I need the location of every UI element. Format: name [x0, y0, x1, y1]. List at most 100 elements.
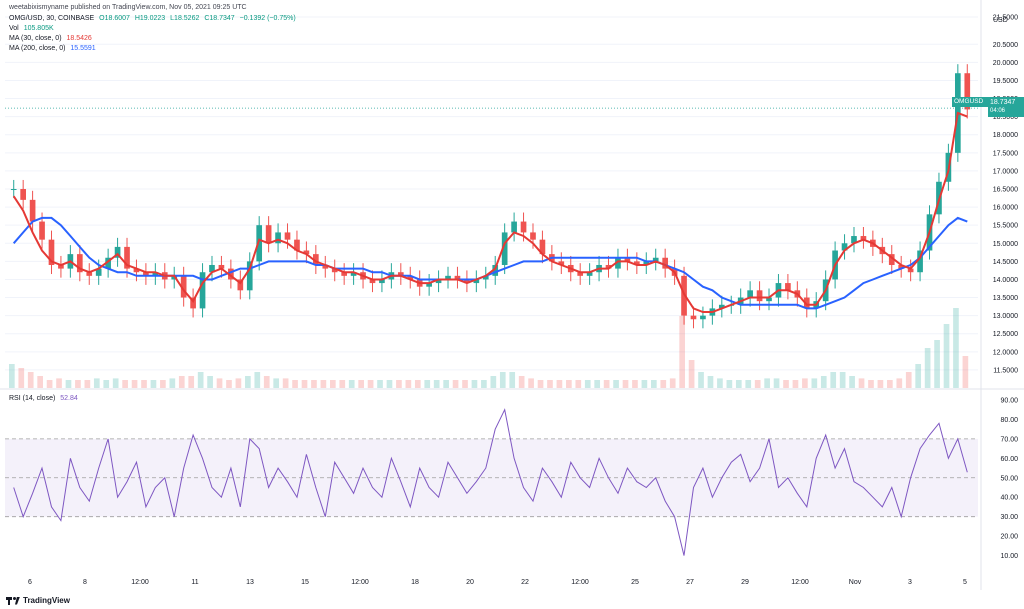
volume-bar: [962, 356, 969, 388]
candle-body: [747, 290, 753, 298]
volume-legend[interactable]: Vol 105.805K: [9, 23, 57, 34]
volume-bar: [688, 360, 695, 388]
volume-bar: [188, 376, 195, 388]
volume-bar: [660, 380, 667, 388]
candle-body: [624, 257, 631, 262]
volume-bar: [820, 376, 827, 388]
volume-bar: [735, 380, 742, 388]
rsi-tick-label: 30.00: [1000, 514, 1018, 521]
x-tick-label: 13: [246, 579, 254, 586]
volume-bar: [754, 380, 761, 388]
candle-body: [558, 261, 565, 265]
candle-body: [577, 272, 584, 276]
volume-bar: [245, 376, 251, 388]
volume-bar: [273, 378, 280, 388]
rsi-value: 52.84: [60, 395, 78, 402]
volume-bar: [103, 380, 110, 388]
candle-body: [39, 221, 45, 240]
candle-body: [482, 275, 489, 280]
symbol-label[interactable]: OMG/USD, 30, COINBASE: [9, 15, 95, 22]
volume-bar: [858, 378, 865, 388]
rsi-tick-label: 40.00: [1000, 495, 1018, 502]
volume-bar: [499, 372, 506, 388]
volume-bar: [452, 380, 459, 388]
volume-bar: [839, 372, 846, 388]
price-tick-label: 14.0000: [993, 277, 1018, 284]
volume-bar: [594, 380, 601, 388]
volume-bar: [622, 380, 629, 388]
volume-bar: [178, 376, 185, 388]
x-tick-label: 11: [191, 579, 198, 586]
volume-bar: [490, 376, 497, 388]
candle-body: [10, 189, 17, 191]
ma30-line: [12, 111, 968, 313]
volume-bar: [56, 378, 62, 388]
candle-body: [20, 189, 26, 200]
volume-bar: [669, 378, 676, 388]
x-tick-label: 25: [631, 579, 639, 586]
rsi-tick-label: 90.00: [1000, 398, 1018, 405]
ma30-legend[interactable]: MA (30, close, 0) 18.5426: [9, 33, 95, 44]
volume-bar: [717, 378, 723, 388]
candle-body: [785, 283, 791, 291]
candle-body: [851, 236, 857, 244]
ma200-legend[interactable]: MA (200, close, 0) 15.5591: [9, 43, 99, 54]
price-tick-label: 19.5000: [993, 78, 1018, 85]
volume-bar: [443, 380, 449, 388]
candle-body: [152, 272, 159, 276]
price-tick-label: 15.0000: [993, 241, 1018, 248]
volume-bar: [112, 378, 119, 388]
candle-body: [530, 232, 536, 240]
candle-body: [511, 221, 517, 233]
volume-bar: [509, 372, 516, 388]
candle-body: [133, 268, 140, 273]
price-tick-label: 12.5000: [993, 331, 1018, 338]
candle-body: [275, 232, 281, 244]
volume-bar: [528, 378, 534, 388]
x-tick-label: 12:00: [351, 579, 369, 586]
rsi-tick-label: 80.00: [1000, 417, 1018, 424]
candle-body: [369, 279, 376, 284]
candle-body: [718, 304, 725, 309]
price-tick-label: 16.0000: [993, 205, 1018, 212]
candle-body: [76, 254, 83, 273]
price-tag-symbol: OMGUSD: [954, 98, 984, 105]
candle-body: [29, 199, 36, 222]
price-tick-label: 16.5000: [993, 187, 1018, 194]
rsi-tick-label: 60.00: [1000, 456, 1018, 463]
volume-bar: [641, 380, 648, 388]
currency-label: USD: [993, 17, 1008, 24]
volume-bar: [802, 378, 808, 388]
volume-bar: [518, 376, 525, 388]
x-tick-label: 29: [741, 579, 749, 586]
price-tick-label: 11.5000: [993, 367, 1018, 374]
volume-bar: [896, 378, 903, 388]
candle-body: [124, 246, 130, 269]
volume-bar: [330, 380, 336, 388]
symbol-price-tag: OMGUSD: [952, 97, 992, 107]
volume-bar: [547, 380, 553, 388]
volume-bar: [887, 380, 893, 388]
candle-body: [520, 221, 527, 233]
volume-bar: [613, 380, 619, 388]
candle-body: [237, 279, 244, 291]
volume-bar: [849, 376, 855, 388]
volume-bar: [367, 380, 374, 388]
volume-bar: [405, 380, 412, 388]
tradingview-branding[interactable]: TradingView: [6, 596, 70, 605]
volume-bar: [160, 380, 166, 388]
price-tick-label: 15.5000: [993, 223, 1018, 230]
x-tick-label: 8: [83, 579, 87, 586]
candle-body: [397, 272, 404, 276]
rsi-legend[interactable]: RSI (14, close) 52.84: [9, 393, 81, 404]
volume-bar: [566, 380, 572, 388]
volume-bar: [358, 380, 364, 388]
x-tick-label: 18: [411, 579, 419, 586]
volume-bar: [783, 380, 789, 388]
volume-bar: [27, 372, 34, 388]
volume-bar: [235, 378, 242, 388]
volume-bar: [93, 378, 100, 388]
candle-body: [218, 264, 225, 269]
volume-bar: [726, 380, 733, 388]
